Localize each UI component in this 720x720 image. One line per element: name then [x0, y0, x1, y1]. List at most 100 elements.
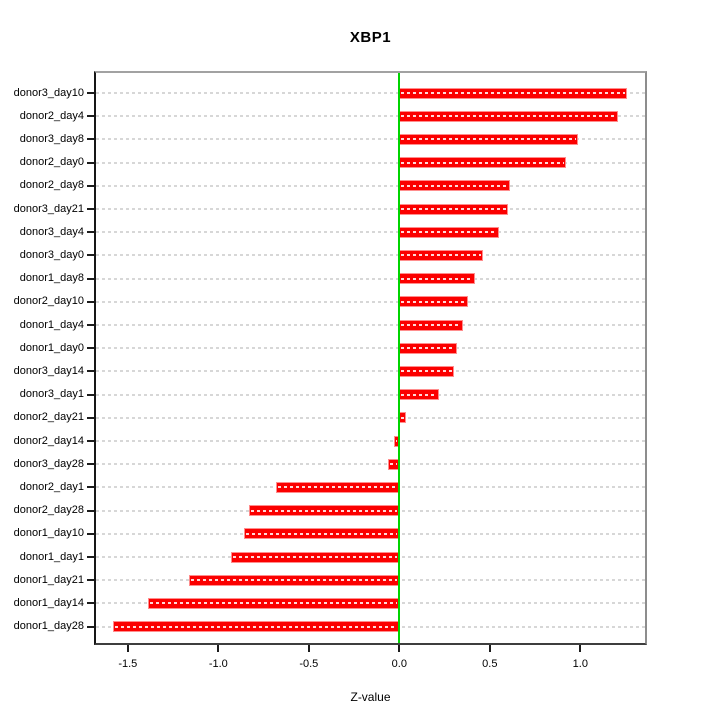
category-label-donor2_day1: donor2_day1	[19, 480, 84, 493]
grid-line	[96, 161, 645, 164]
category-label-donor2_day21: donor2_day21	[13, 411, 84, 424]
grid-line	[96, 300, 645, 303]
y-tick-mark	[87, 509, 94, 512]
y-tick-mark	[87, 463, 94, 466]
bar-dash-overlay	[401, 231, 497, 234]
y-tick-mark	[87, 370, 94, 373]
y-tick-mark	[87, 625, 94, 628]
bar-dash-overlay	[401, 300, 467, 303]
bar-donor1_day10	[243, 528, 400, 540]
grid-line	[96, 184, 645, 187]
category-label-donor1_day10: donor1_day10	[13, 527, 84, 540]
category-label-donor1_day4: donor1_day4	[19, 318, 84, 331]
grid-line	[96, 277, 645, 280]
bar-donor3_day21	[399, 203, 508, 215]
bar-donor1_day0	[399, 342, 458, 354]
grid-line	[96, 231, 645, 234]
grid-line	[96, 416, 645, 419]
grid-line	[96, 92, 645, 94]
y-tick-mark	[87, 231, 94, 234]
x-axis-label: Z-value	[350, 690, 391, 704]
y-tick-mark	[87, 416, 94, 419]
y-tick-mark	[87, 208, 94, 210]
bar-dash-overlay	[401, 184, 508, 187]
y-tick-mark	[87, 579, 94, 582]
y-tick-mark	[87, 161, 94, 164]
bar-donor1_day8	[399, 273, 476, 285]
bar-dash-overlay	[401, 208, 506, 210]
bar-dash-overlay	[395, 440, 398, 442]
grid-line	[96, 463, 645, 466]
bar-dash-overlay	[401, 324, 461, 326]
x-tick-label: -1.5	[118, 658, 138, 670]
bar-dash-overlay	[278, 486, 398, 489]
grid-line	[96, 208, 645, 210]
category-label-donor1_day21: donor1_day21	[13, 573, 84, 586]
y-tick-mark	[87, 254, 94, 257]
category-label-donor2_day10: donor2_day10	[13, 295, 84, 308]
bar-dash-overlay	[401, 393, 438, 396]
grid-line	[96, 370, 645, 373]
category-label-donor3_day28: donor3_day28	[13, 457, 84, 470]
bar-donor2_day4	[399, 110, 619, 122]
bar-dash-overlay	[149, 602, 398, 605]
category-label-donor1_day1: donor1_day1	[19, 550, 84, 563]
category-label-donor2_day8: donor2_day8	[19, 179, 84, 192]
bar-donor2_day10	[399, 296, 469, 308]
bar-dash-overlay	[115, 625, 398, 628]
bar-donor1_day14	[147, 597, 400, 609]
bar-dash-overlay	[233, 556, 398, 558]
bar-dash-overlay	[401, 416, 405, 419]
category-label-donor3_day0: donor3_day0	[19, 248, 84, 261]
category-label-donor3_day1: donor3_day1	[19, 388, 84, 401]
bar-dash-overlay	[390, 463, 398, 466]
bar-dash-overlay	[401, 347, 456, 350]
grid-line	[96, 115, 645, 118]
category-label-donor1_day0: donor1_day0	[19, 341, 84, 354]
category-label-donor3_day10: donor3_day10	[13, 86, 84, 99]
x-tick-mark	[126, 645, 129, 652]
bar-donor2_day21	[399, 412, 407, 424]
category-label-donor2_day0: donor2_day0	[19, 156, 84, 169]
y-tick-mark	[87, 138, 94, 141]
grid-line	[96, 138, 645, 141]
category-label-donor1_day14: donor1_day14	[13, 596, 84, 609]
x-tick-mark	[307, 645, 310, 652]
x-tick-label: -0.5	[299, 658, 319, 670]
bar-dash-overlay	[191, 579, 398, 582]
bar-dash-overlay	[401, 92, 626, 94]
category-label-donor3_day8: donor3_day8	[19, 132, 84, 145]
y-tick-mark	[87, 324, 94, 326]
bar-donor3_day8	[399, 133, 579, 145]
category-label-donor3_day21: donor3_day21	[13, 202, 84, 215]
bar-dash-overlay	[401, 138, 577, 141]
x-tick-mark	[579, 645, 582, 652]
bar-donor3_day10	[399, 87, 628, 99]
grid-line	[96, 254, 645, 257]
bar-donor2_day1	[276, 481, 400, 493]
y-tick-mark	[87, 300, 94, 303]
bar-dash-overlay	[401, 277, 474, 280]
bar-dash-overlay	[401, 161, 564, 164]
y-tick-mark	[87, 602, 94, 605]
category-label-donor2_day4: donor2_day4	[19, 109, 84, 122]
bar-donor3_day14	[399, 365, 454, 377]
x-tick-label: 0.5	[482, 658, 498, 670]
x-tick-label: 1.0	[572, 658, 588, 670]
bar-donor3_day1	[399, 389, 440, 401]
grid-line	[96, 393, 645, 396]
y-tick-mark	[87, 92, 94, 94]
x-tick-mark	[217, 645, 220, 652]
bar-dash-overlay	[401, 254, 481, 257]
category-label-donor1_day8: donor1_day8	[19, 272, 84, 285]
plot-area	[94, 71, 647, 645]
bar-donor1_day4	[399, 319, 463, 331]
y-tick-mark	[87, 393, 94, 396]
chart-title: XBP1	[349, 29, 392, 46]
bar-donor3_day4	[399, 226, 499, 238]
y-tick-mark	[87, 184, 94, 187]
category-label-donor1_day28: donor1_day28	[13, 620, 84, 633]
grid-line	[96, 324, 645, 326]
grid-line	[96, 347, 645, 350]
